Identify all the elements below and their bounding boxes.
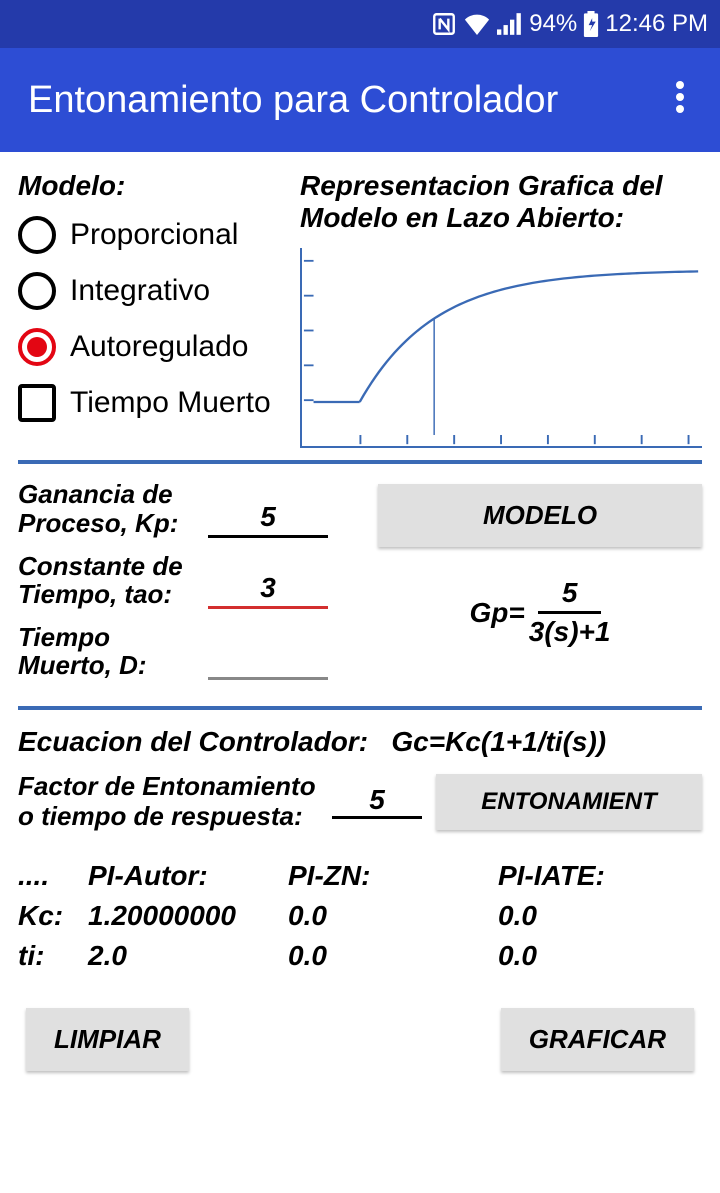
- entonamiento-button[interactable]: ENTONAMIENT: [436, 774, 702, 830]
- td-name: ti:: [18, 940, 88, 972]
- modelo-label: Modelo:: [18, 170, 288, 202]
- param-tao-label: Constante de Tiempo, tao:: [18, 552, 208, 609]
- entonamiento-input[interactable]: [332, 784, 422, 819]
- modelo-button[interactable]: MODELO: [378, 484, 702, 547]
- param-d-label: Tiempo Muerto, D:: [18, 623, 208, 680]
- td-autor: 2.0: [88, 940, 288, 972]
- th-iate: PI-IATE:: [498, 860, 702, 892]
- radio-label: Proporcional: [70, 218, 238, 252]
- radio-autoregulado[interactable]: Autoregulado: [18, 328, 288, 366]
- param-kp-label: Ganancia de Proceso, Kp:: [18, 480, 208, 537]
- radio-integrativo[interactable]: Integrativo: [18, 272, 288, 310]
- td-iate: 0.0: [498, 940, 702, 972]
- td-autor: 1.20000000: [88, 900, 288, 932]
- clock-time: 12:46 PM: [605, 10, 708, 38]
- param-kp-input[interactable]: [208, 501, 328, 538]
- battery-charging-icon: [583, 11, 599, 37]
- checkbox-label: Tiempo Muerto: [70, 386, 271, 420]
- th-zn: PI-ZN:: [288, 860, 498, 892]
- table-row: Kc: 1.20000000 0.0 0.0: [18, 900, 702, 932]
- status-bar: 94% 12:46 PM: [0, 0, 720, 48]
- modelo-radio-group: Proporcional Integrativo Autoregulado Ti…: [18, 216, 288, 422]
- radio-icon: [18, 216, 56, 254]
- th-blank: ....: [18, 860, 88, 892]
- results-table: .... PI-Autor: PI-ZN: PI-IATE: Kc: 1.200…: [18, 860, 702, 972]
- param-d-input[interactable]: [208, 643, 328, 680]
- param-kp-row: Ganancia de Proceso, Kp:: [18, 480, 368, 537]
- signal-icon: [497, 13, 523, 35]
- td-iate: 0.0: [498, 900, 702, 932]
- divider: [18, 706, 702, 710]
- controller-eq-row: Ecuacion del Controlador: Gc=Kc(1+1/ti(s…: [18, 726, 702, 758]
- gp-prefix: Gp=: [470, 597, 525, 629]
- app-title: Entonamiento para Controlador: [28, 79, 668, 122]
- gp-equation: Gp= 5 3(s)+1: [378, 577, 702, 648]
- checkbox-icon: [18, 384, 56, 422]
- nfc-icon: [431, 11, 457, 37]
- radio-label: Integrativo: [70, 274, 210, 308]
- radio-icon-selected: [18, 328, 56, 366]
- param-d-row: Tiempo Muerto, D:: [18, 623, 368, 680]
- td-zn: 0.0: [288, 900, 498, 932]
- radio-proporcional[interactable]: Proporcional: [18, 216, 288, 254]
- limpiar-button[interactable]: LIMPIAR: [26, 1008, 189, 1071]
- gp-numerator: 5: [538, 577, 602, 614]
- gp-denominator: 3(s)+1: [529, 614, 611, 648]
- td-name: Kc:: [18, 900, 88, 932]
- app-bar: Entonamiento para Controlador: [0, 48, 720, 152]
- table-row: ti: 2.0 0.0 0.0: [18, 940, 702, 972]
- td-zn: 0.0: [288, 940, 498, 972]
- graficar-button[interactable]: GRAFICAR: [501, 1008, 694, 1071]
- chart-title: Representacion Grafica del Modelo en Laz…: [300, 170, 702, 234]
- overflow-menu-icon[interactable]: [668, 73, 692, 128]
- param-tao-input[interactable]: [208, 572, 328, 609]
- table-header-row: .... PI-Autor: PI-ZN: PI-IATE:: [18, 860, 702, 892]
- status-icons: 94% 12:46 PM: [431, 10, 708, 38]
- open-loop-chart: [300, 248, 702, 448]
- th-autor: PI-Autor:: [88, 860, 288, 892]
- entonamiento-label: Factor de Entonamiento o tiempo de respu…: [18, 772, 318, 832]
- battery-percent: 94%: [529, 10, 577, 38]
- divider: [18, 460, 702, 464]
- wifi-icon: [463, 13, 491, 35]
- radio-label: Autoregulado: [70, 330, 248, 364]
- radio-icon: [18, 272, 56, 310]
- controller-eq-formula: Gc=Kc(1+1/ti(s)): [391, 726, 606, 757]
- checkbox-tiempo-muerto[interactable]: Tiempo Muerto: [18, 384, 288, 422]
- param-tao-row: Constante de Tiempo, tao:: [18, 552, 368, 609]
- controller-eq-label: Ecuacion del Controlador:: [18, 726, 368, 757]
